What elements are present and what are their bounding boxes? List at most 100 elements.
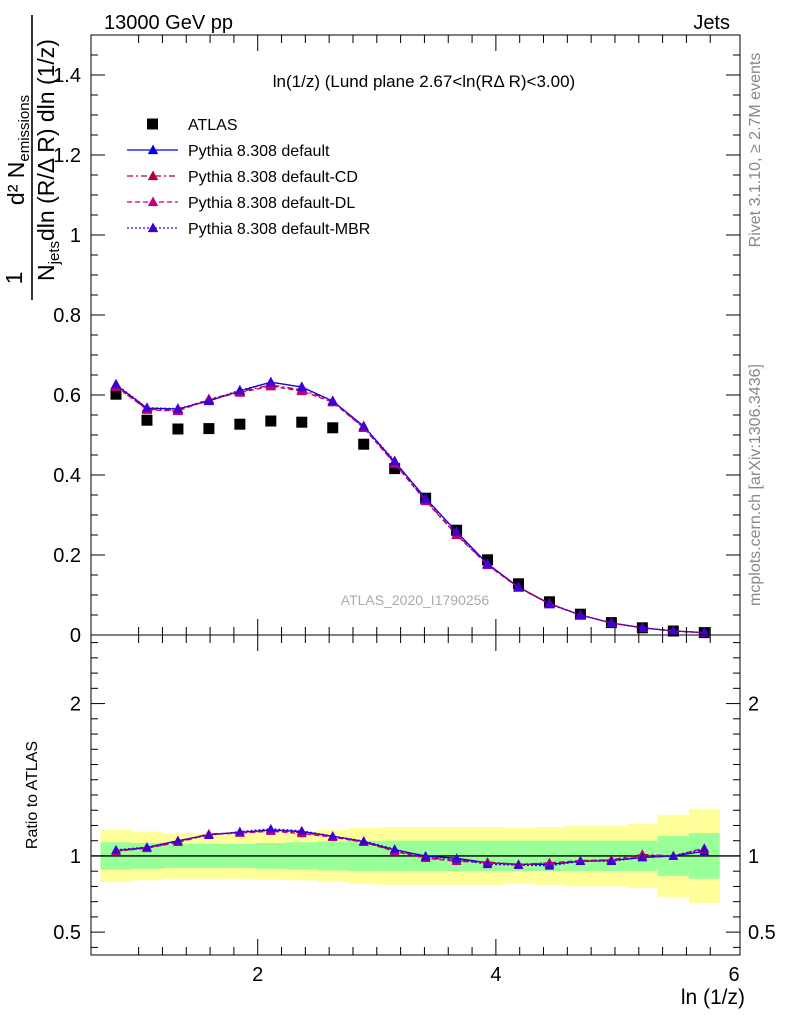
upper-y-tick-label: 1.2 xyxy=(53,145,81,167)
mc-series-point xyxy=(606,617,617,628)
atlas-data-point xyxy=(358,438,370,450)
mc-series-point xyxy=(327,395,338,406)
ratio-series-point xyxy=(358,836,369,845)
y-label-denominator: Njetsdln (R/Δ R) dln (1/z) xyxy=(33,39,63,281)
ratio-series-point xyxy=(266,823,276,833)
legend-label: Pythia 8.308 default-MBR xyxy=(188,221,370,238)
mc-series-point xyxy=(637,622,648,632)
legend-entry: Pythia 8.308 default xyxy=(127,143,330,160)
process-label: Jets xyxy=(693,12,730,34)
watermark: ATLAS_2020_I1790256 xyxy=(341,592,490,608)
upper-y-tick-label: 0.8 xyxy=(53,305,81,327)
y-label-den-main: N xyxy=(33,264,59,281)
ratio-series-point xyxy=(637,852,648,862)
ratio-series-point xyxy=(142,842,152,851)
legend-marker-triangle xyxy=(147,222,159,233)
y-label-den-sub: jets xyxy=(46,241,63,265)
x-tick-label: 6 xyxy=(728,964,739,986)
rivet-label: Rivet 3.1.10, ≥ 2.7M events xyxy=(747,53,764,248)
atlas-data-point xyxy=(110,388,122,400)
mc-series-point xyxy=(265,376,277,387)
ratio-series-point xyxy=(204,830,214,839)
legend-marker-square xyxy=(147,118,158,130)
ratio-series-point xyxy=(451,854,462,863)
mc-series-point xyxy=(482,558,493,569)
mc-series-point xyxy=(513,581,524,592)
ratio-y-tick-label-right: 1 xyxy=(748,846,759,868)
mc-series-point xyxy=(544,598,555,609)
atlas-data-point xyxy=(389,463,401,475)
mcplots-label: mcplots.cern.ch [arXiv:1306.3436] xyxy=(747,364,764,606)
mc-series-point xyxy=(172,403,184,413)
mc-series-line xyxy=(115,385,705,634)
upper-panel: 0 0.2 0.4 0.6 0.8 1 1.2 1.4 ln(1/z) (Lund plane… xyxy=(53,34,741,647)
upper-y-tick-label: 0.6 xyxy=(53,385,81,407)
mc-series-point xyxy=(451,526,462,536)
ratio-series-point xyxy=(606,856,617,866)
upper-y-tick-label: 0.2 xyxy=(53,545,81,567)
legend-entry: Pythia 8.308 default-CD xyxy=(127,169,358,186)
ratio-series-point xyxy=(482,859,493,869)
upper-y-axis-label: 1 d² Nemissions Njetsdln (R/Δ R) dln (1/… xyxy=(1,15,63,300)
ratio-series-line xyxy=(115,829,705,865)
upper-y-tick-label: 1.4 xyxy=(53,65,81,87)
ratio-panel: 0.5 0.5 1 1 2 2 2 4 6 xyxy=(53,634,776,986)
legend-label: ATLAS xyxy=(188,117,238,134)
atlas-data-point xyxy=(296,416,308,428)
atlas-data-point xyxy=(203,423,215,435)
legend-label: Pythia 8.308 default xyxy=(188,143,330,160)
legend-entry: ATLAS xyxy=(147,117,238,134)
ratio-y-tick-label-right: 2 xyxy=(748,694,759,716)
atlas-data-point xyxy=(265,415,277,427)
atlas-data-point xyxy=(141,414,153,426)
ratio-series-point xyxy=(173,835,183,845)
mc-series-point xyxy=(420,493,431,504)
ratio-series-point xyxy=(544,860,555,870)
legend-label: Pythia 8.308 default-CD xyxy=(188,169,358,186)
y-label-num-main: d² N xyxy=(3,162,29,205)
ratio-series-point xyxy=(513,860,524,869)
mc-series-point xyxy=(358,420,369,431)
ratio-y-tick-label-right: 0.5 xyxy=(748,922,776,944)
ratio-series-point xyxy=(111,844,121,854)
ratio-y-axis-label: Ratio to ATLAS xyxy=(24,741,41,849)
x-tick-label: 2 xyxy=(252,964,263,986)
legend: ATLAS Pythia 8.308 default Pythia 8.308 de… xyxy=(127,117,370,238)
plot-title: ln(1/z) (Lund plane 2.67<ln(RΔ R)<3.00) xyxy=(273,72,575,91)
legend-marker-triangle xyxy=(147,144,159,155)
atlas-data-point xyxy=(327,422,339,434)
ratio-y-tick-label: 1 xyxy=(70,846,81,868)
ratio-frame xyxy=(90,634,741,956)
ratio-series-point xyxy=(327,831,338,840)
ratio-y-tick-label: 2 xyxy=(70,694,81,716)
upper-y-tick-label: 1 xyxy=(70,225,81,247)
ratio-series-line xyxy=(115,830,705,866)
ratio-series-point xyxy=(699,843,710,853)
mc-series-point xyxy=(234,384,246,395)
x-axis-label: ln (1/z) xyxy=(681,986,745,1009)
atlas-data-point xyxy=(172,423,184,435)
x-tick-label: 4 xyxy=(490,964,501,986)
mc-series-point xyxy=(296,381,308,392)
y-label-prefix: 1 xyxy=(1,272,27,285)
mc-series-point xyxy=(110,378,122,389)
legend-label: Pythia 8.308 default-DL xyxy=(188,195,355,212)
legend-marker-triangle xyxy=(147,170,159,181)
legend-entry: Pythia 8.308 default-DL xyxy=(127,195,355,212)
mc-series-point xyxy=(575,609,586,620)
ratio-series-point xyxy=(297,825,307,835)
energy-label: 13000 GeV pp xyxy=(104,12,233,34)
y-label-numerator: d² Nemissions xyxy=(3,95,33,205)
ratio-series-point xyxy=(668,850,679,860)
mc-series-point xyxy=(141,402,153,412)
upper-y-tick-label: 0 xyxy=(70,625,81,647)
ratio-series-point xyxy=(389,844,400,853)
y-label-den-rest: dln (R/Δ R) dln (1/z) xyxy=(33,39,59,241)
ratio-y-tick-label: 0.5 xyxy=(53,922,81,944)
ratio-series-point xyxy=(420,851,431,861)
mc-series-point xyxy=(699,627,710,637)
legend-entry: Pythia 8.308 default-MBR xyxy=(127,221,370,238)
legend-marker-triangle xyxy=(147,196,159,207)
mc-series-point xyxy=(668,625,679,636)
